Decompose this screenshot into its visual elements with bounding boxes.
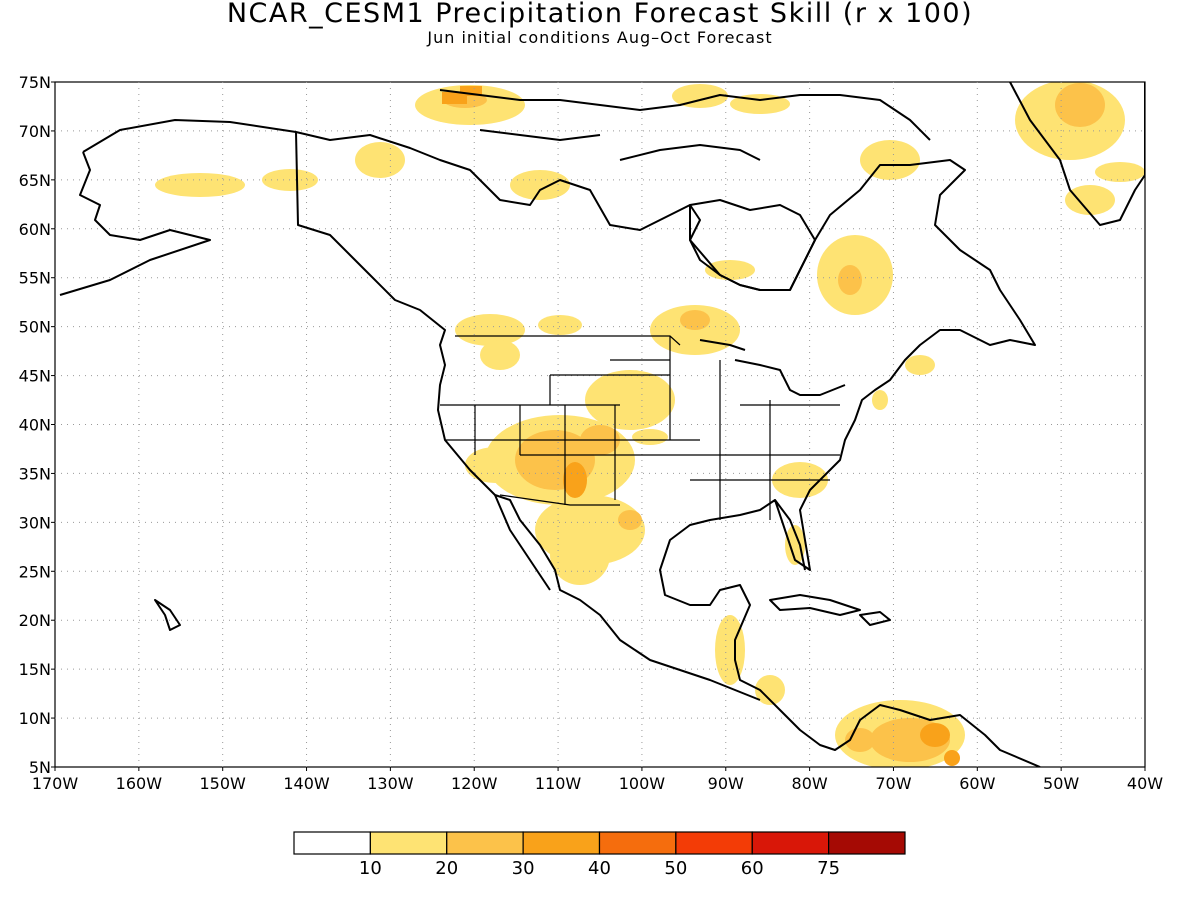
colorbar-swatch bbox=[369, 831, 448, 855]
map-subtitle: Jun initial conditions Aug–Oct Forecast bbox=[427, 28, 773, 47]
lon-tick-label: 170W bbox=[32, 774, 79, 793]
lat-tick-label: 65N bbox=[19, 171, 51, 190]
lon-tick-label: 160W bbox=[116, 774, 163, 793]
lat-tick-label: 60N bbox=[19, 220, 51, 239]
lat-tick-label: 40N bbox=[19, 416, 51, 435]
colorbar-label: 30 bbox=[512, 858, 535, 879]
colorbar-swatch bbox=[446, 831, 524, 855]
colorbar-label: 10 bbox=[359, 858, 382, 879]
lat-tick-label: 45N bbox=[19, 367, 51, 386]
coastlines bbox=[59, 82, 1145, 767]
lon-tick-label: 60W bbox=[959, 774, 995, 793]
lat-tick-label: 75N bbox=[19, 73, 51, 92]
colorbar-label: 50 bbox=[664, 858, 687, 879]
lat-tick-label: 20N bbox=[19, 611, 51, 630]
lat-tick-label: 35N bbox=[19, 464, 51, 483]
latitude-labels: 75N 70N 65N 60N 55N 50N 45N 40N 35N 30N 25N 20N 15N 1… bbox=[19, 73, 55, 777]
lat-tick-label: 10N bbox=[19, 709, 51, 728]
lat-tick-label: 55N bbox=[19, 269, 51, 288]
lat-tick-label: 50N bbox=[19, 318, 51, 337]
colorbar-label: 60 bbox=[741, 858, 764, 879]
graticule bbox=[55, 82, 1145, 767]
lat-tick-label: 30N bbox=[19, 513, 51, 532]
skill-shading bbox=[155, 82, 1145, 767]
lon-tick-label: 80W bbox=[792, 774, 828, 793]
longitude-labels: 170W 160W 150W 140W 130W 120W 110W 100W 90W 80W 70… bbox=[32, 767, 1163, 793]
lat-tick-label: 25N bbox=[19, 562, 51, 581]
colorbar-swatch bbox=[828, 831, 906, 855]
map-title: NCAR_CESM1 Precipitation Forecast Skill … bbox=[226, 0, 974, 29]
colorbar-label: 40 bbox=[588, 858, 611, 879]
colorbar-label: 20 bbox=[435, 858, 458, 879]
colorbar-swatch bbox=[675, 831, 753, 855]
colorbar-swatch bbox=[293, 831, 371, 855]
lat-tick-label: 15N bbox=[19, 660, 51, 679]
lon-tick-label: 90W bbox=[708, 774, 744, 793]
colorbar: 10 20 30 40 50 60 75 bbox=[293, 831, 906, 879]
lon-tick-label: 130W bbox=[367, 774, 414, 793]
lon-tick-label: 120W bbox=[451, 774, 498, 793]
lat-tick-label: 70N bbox=[19, 122, 51, 141]
lon-tick-label: 150W bbox=[200, 774, 247, 793]
lon-tick-label: 140W bbox=[283, 774, 330, 793]
state-borders bbox=[440, 335, 840, 520]
lon-tick-label: 40W bbox=[1127, 774, 1163, 793]
colorbar-swatch bbox=[598, 831, 677, 855]
colorbar-swatch bbox=[522, 831, 601, 855]
lon-tick-label: 110W bbox=[535, 774, 582, 793]
lon-tick-label: 50W bbox=[1043, 774, 1079, 793]
lon-tick-label: 70W bbox=[875, 774, 911, 793]
lon-tick-label: 100W bbox=[619, 774, 666, 793]
colorbar-swatch bbox=[751, 831, 830, 855]
lat-tick-label: 5N bbox=[29, 758, 51, 777]
colorbar-label: 75 bbox=[817, 858, 840, 879]
